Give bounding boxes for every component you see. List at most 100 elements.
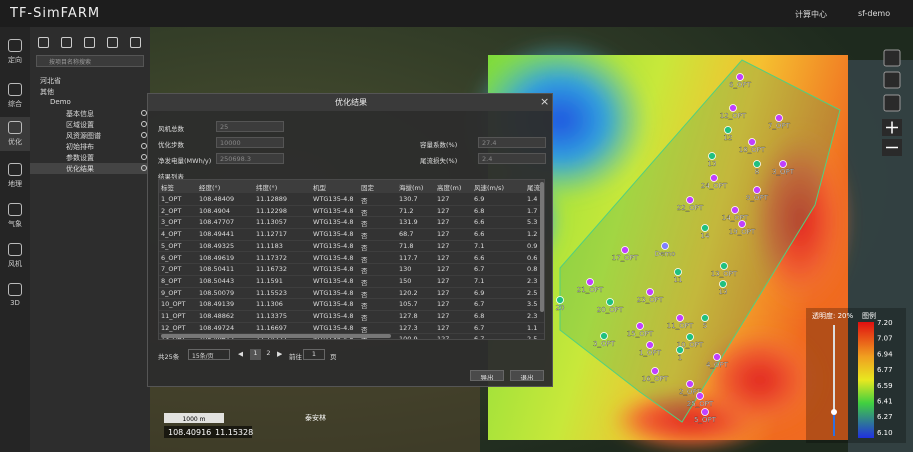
nav-label: 3D — [10, 299, 20, 307]
tree-item[interactable]: 河北省 — [40, 77, 61, 85]
dialog-button[interactable]: 导出 — [470, 370, 504, 381]
tree-item[interactable]: 基本信息 — [66, 110, 94, 118]
visibility-icon[interactable] — [141, 121, 147, 127]
nav-item[interactable]: 地理 — [0, 159, 30, 193]
visibility-icon[interactable] — [141, 132, 147, 138]
table-cell: 11.12717 — [256, 230, 288, 239]
table-cell: 127 — [437, 218, 450, 227]
nav-item[interactable]: 风机 — [0, 239, 30, 273]
table-cell: 127 — [437, 288, 450, 297]
page-prev[interactable]: ◀ — [238, 350, 244, 358]
table-cell: 127 — [437, 230, 450, 239]
dialog-titlebar — [148, 94, 552, 111]
tree-item[interactable]: 区域设置 — [66, 121, 94, 129]
table-cell: 108.4904 — [199, 206, 231, 215]
table-cell: WTG135-4.8 — [313, 276, 354, 285]
search-box[interactable]: 按项目名称搜索 — [36, 55, 144, 67]
dialog-close[interactable]: × — [540, 95, 550, 108]
tree-item[interactable]: Demo — [50, 98, 71, 106]
nav-item[interactable]: 定向 — [0, 35, 30, 69]
table-cell: 11.16732 — [256, 265, 288, 274]
tree-item[interactable]: 参数设置 — [66, 154, 94, 162]
dialog-button[interactable]: 退出 — [510, 370, 544, 381]
table-cell: 108.49441 — [199, 230, 235, 239]
tree-item[interactable]: 其他 — [40, 88, 54, 96]
table-cell: 68.7 — [399, 230, 414, 239]
table-cell: 0.9 — [527, 241, 538, 250]
table-cell: 1.4 — [527, 195, 538, 203]
page-number[interactable]: 2 — [266, 349, 271, 357]
page-total: 共25条 — [158, 353, 180, 361]
nav-item[interactable]: 综合 — [0, 79, 30, 113]
colorbar-label: 6.77 — [877, 366, 893, 374]
turbine-label: 7_OPT — [768, 122, 791, 130]
turbine-label: 1_OPT — [639, 349, 662, 357]
h-scrollbar[interactable] — [161, 334, 391, 338]
toolbar-button[interactable] — [107, 37, 118, 48]
table-row — [159, 323, 544, 335]
toolbar-button[interactable] — [84, 37, 95, 48]
table-cell: 11.12298 — [256, 206, 288, 215]
field-value: 10000 — [216, 137, 284, 148]
turbine-label: 3_OPT — [772, 168, 795, 176]
table-cell: WTG135-4.8 — [313, 300, 354, 309]
scrollbar[interactable] — [540, 182, 544, 312]
table-cell: 2_OPT — [161, 206, 182, 215]
turbine-marker — [676, 346, 684, 354]
turbine-marker — [661, 242, 669, 250]
visibility-icon[interactable] — [141, 143, 147, 149]
turbine-label: 17_OPT — [612, 254, 639, 262]
table-row — [159, 217, 544, 230]
turbine-label: Demo — [655, 250, 676, 258]
table-cell: 否 — [361, 255, 368, 264]
goto-input[interactable]: 1 — [303, 349, 325, 360]
compute-center[interactable]: 计算中心 — [795, 10, 827, 19]
toolbar-button[interactable] — [130, 37, 141, 48]
tree-item[interactable]: 优化结果 — [66, 165, 94, 173]
site-boundary — [559, 59, 841, 423]
table-cell: 11_OPT — [161, 312, 186, 320]
turbine-label: 4_OPT — [706, 361, 729, 369]
field-label: 优化步数 — [158, 141, 184, 149]
nav-item[interactable]: 优化 — [0, 117, 30, 151]
table-cell: 6.7 — [474, 323, 485, 332]
table-cell: WTG135-4.8 — [313, 288, 354, 297]
turbine-marker — [686, 196, 694, 204]
visibility-icon[interactable] — [141, 110, 147, 116]
turbine-marker — [686, 380, 694, 388]
tree-item[interactable]: 初始排布 — [66, 143, 94, 151]
column-header: 固定 — [361, 184, 374, 192]
table-cell: 6.8 — [474, 206, 485, 215]
toolbar-button[interactable] — [61, 37, 72, 48]
toolbar-button[interactable] — [38, 37, 49, 48]
visibility-icon[interactable] — [141, 165, 147, 171]
table-cell: 127 — [437, 265, 450, 274]
turbine-label: 19_OPT — [729, 228, 756, 236]
colorbar-label: 6.41 — [877, 398, 893, 406]
nav-item[interactable]: 3D — [0, 279, 30, 313]
turbine-label: 21_OPT — [577, 286, 604, 294]
turbine-marker — [701, 224, 709, 232]
table-cell: 108.48862 — [199, 312, 235, 320]
opacity-handle — [831, 409, 837, 415]
heat-high — [700, 330, 820, 430]
table-cell: 1.7 — [527, 206, 538, 215]
field-value: 250698.3 — [216, 153, 284, 164]
table-cell: 127 — [437, 195, 450, 203]
nav-item[interactable]: 气象 — [0, 199, 30, 233]
zoom-in-icon — [886, 121, 898, 134]
table-cell: 108.50079 — [199, 288, 235, 297]
list-title: 结果列表 — [158, 173, 184, 181]
page-size[interactable]: 15条/页 — [188, 349, 230, 360]
column-header: 尾流损失(%) — [527, 184, 545, 192]
dialog: 优化结果 × 风机总数 25 优化步数 10000 净发电量(MWh/y) 250698.3 容… — [147, 93, 553, 387]
table-cell: WTG135-4.8 — [313, 312, 354, 320]
user-menu[interactable]: sf-demo — [858, 9, 891, 18]
table-cell: 11.12889 — [256, 195, 288, 203]
tree-item[interactable]: 风资源图谱 — [66, 132, 101, 140]
page-next[interactable]: ▶ — [277, 350, 283, 358]
visibility-icon[interactable] — [141, 154, 147, 160]
page-number[interactable]: 1 — [250, 349, 261, 360]
turbine-marker — [621, 246, 629, 254]
